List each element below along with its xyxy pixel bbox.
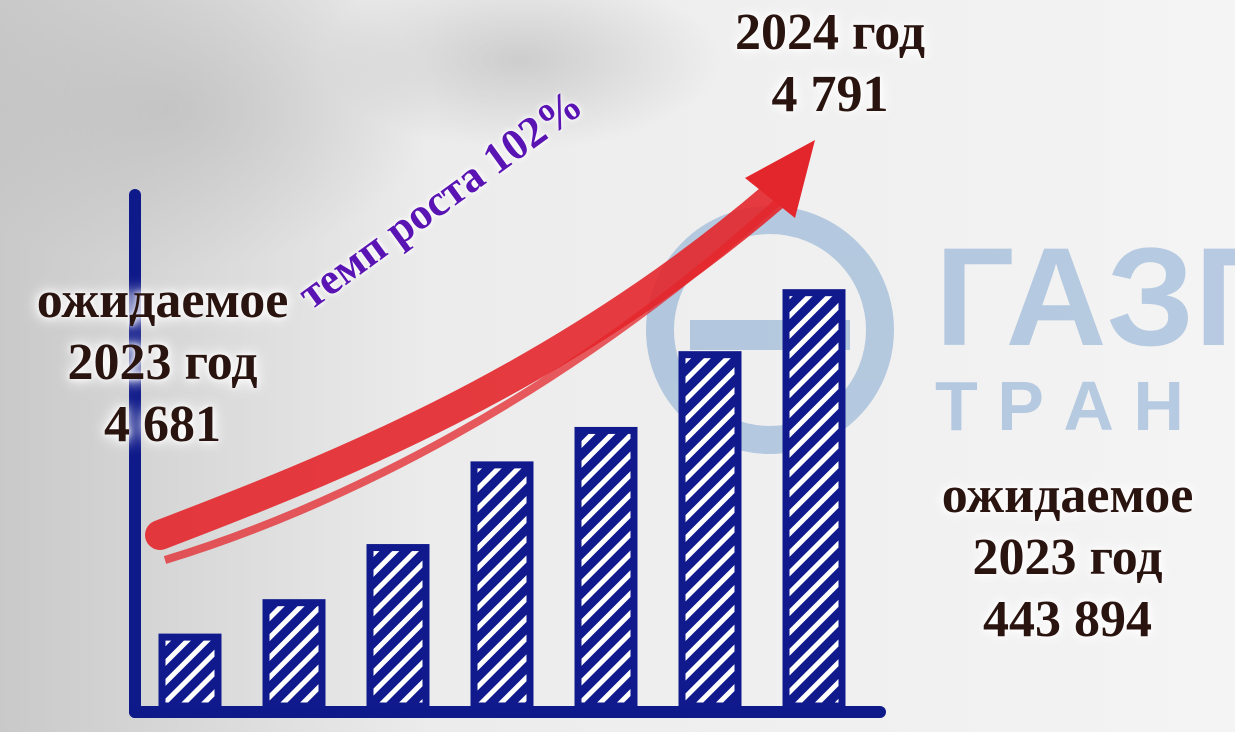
right-label: ожидаемое 2023 год 443 894: [905, 465, 1230, 651]
right-label-value: 443 894: [983, 591, 1152, 648]
right-label-line1: ожидаемое: [941, 467, 1194, 524]
left-label: ожидаемое 2023 год 4 681: [5, 270, 320, 456]
bar-1: [158, 633, 222, 710]
bar-2: [262, 599, 326, 710]
top-label: 2024 год 4 791: [700, 2, 960, 126]
growth-arrow: [145, 140, 815, 564]
left-label-line1: ожидаемое: [36, 272, 289, 329]
bar-7: [782, 289, 846, 710]
watermark-text-line1: ГАЗП: [935, 218, 1235, 375]
bar-3: [366, 544, 430, 710]
right-label-line2: 2023 год: [972, 529, 1163, 586]
bar-6: [678, 351, 742, 710]
watermark-text-line2: Т Р А Н: [935, 367, 1184, 445]
top-label-value: 4 791: [771, 66, 889, 123]
left-label-line2: 2023 год: [67, 334, 258, 391]
top-label-line1: 2024 год: [734, 4, 926, 61]
bar-4: [470, 461, 534, 710]
bar-5: [574, 426, 638, 710]
left-label-value: 4 681: [104, 396, 221, 453]
